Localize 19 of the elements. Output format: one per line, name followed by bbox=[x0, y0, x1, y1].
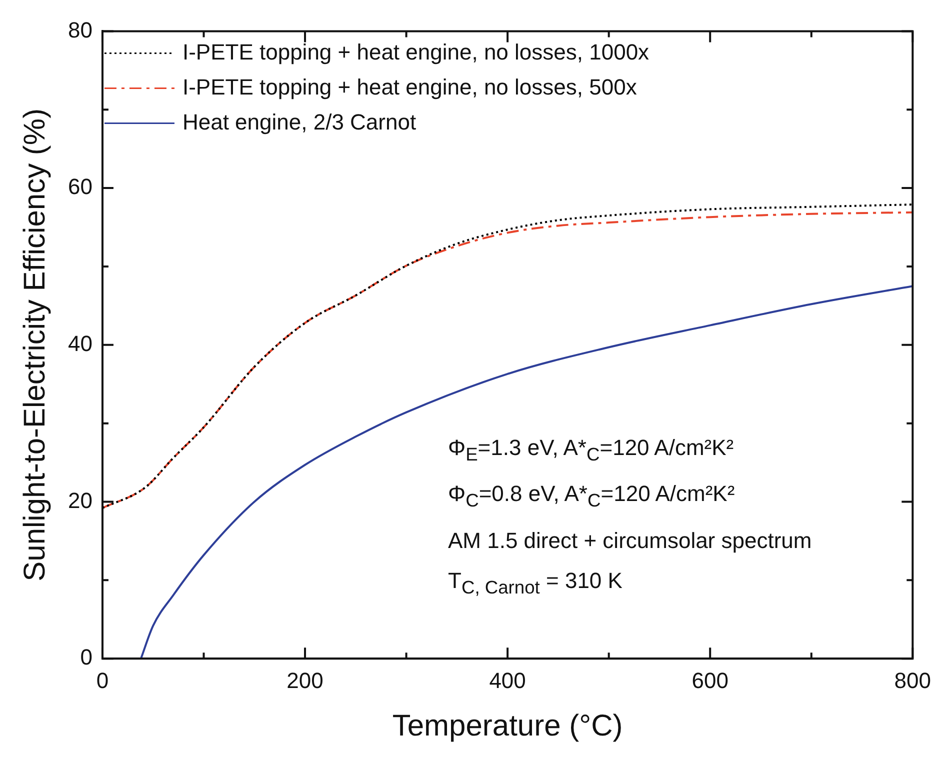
x-tick-label: 0 bbox=[96, 668, 109, 693]
x-axis-title: Temperature (°C) bbox=[392, 709, 623, 742]
annotation: Φ$_{E}$=1.3 eV, A*$_{C}$=120 A/cm²K² bbox=[448, 434, 735, 466]
legend-label: Heat engine, 2/3 Carnot bbox=[182, 109, 416, 134]
annotation: AM 1.5 direct + circumsolar spectrum bbox=[448, 526, 812, 555]
x-tick-label: 400 bbox=[489, 668, 526, 693]
x-tick-label: 200 bbox=[286, 668, 324, 693]
y-tick-label: 0 bbox=[80, 644, 92, 670]
legend-label: I-PETE topping + heat engine, no losses, 500x bbox=[182, 74, 637, 100]
legend-label: I-PETE topping + heat engine, no losses, 1000x bbox=[182, 39, 650, 64]
y-tick-label: 80 bbox=[68, 17, 92, 42]
x-tick-label: 800 bbox=[894, 668, 932, 693]
annotation: T$_{C, Carnot}$ = 310 K bbox=[448, 566, 624, 600]
y-tick-label: 20 bbox=[68, 488, 92, 513]
annotation: Φ$_{C}$=0.8 eV, A*$_{C}$=120 A/cm²K² bbox=[448, 480, 736, 513]
x-tick-label: 600 bbox=[692, 668, 728, 693]
y-axis-title: Sunlight-to-Electricity Efficiency (%) bbox=[18, 108, 52, 582]
y-tick-label: 40 bbox=[68, 330, 92, 356]
y-tick-label: 60 bbox=[68, 174, 92, 200]
